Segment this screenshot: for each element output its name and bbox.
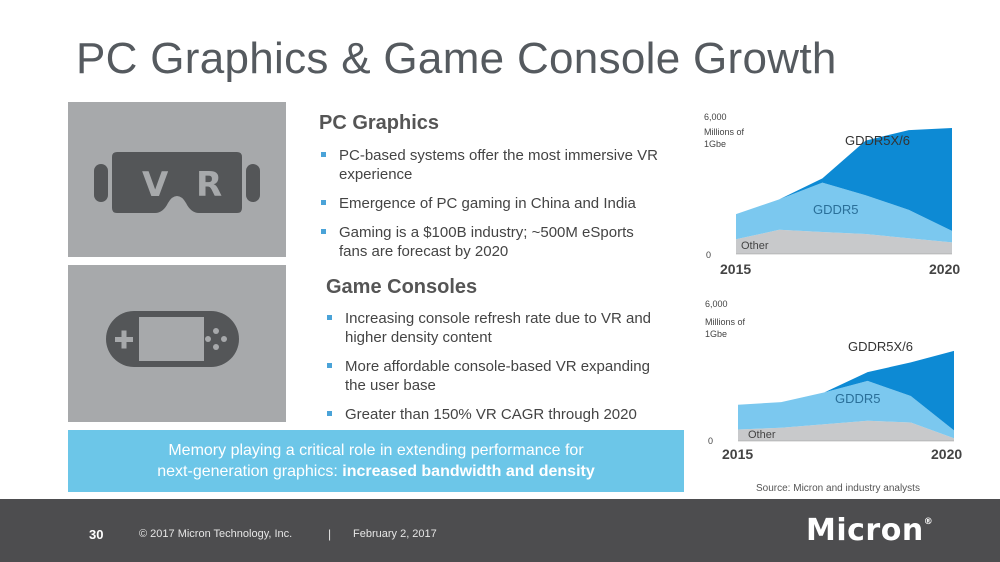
area-series-gddr5	[738, 380, 954, 439]
series-label-gddr5x6: GDDR5X/6	[848, 339, 913, 354]
y-axis-label-line-2: 1Gbe	[704, 139, 726, 149]
logo-text: Micron	[806, 513, 924, 548]
area-series-gddr5x-6	[738, 350, 954, 431]
y-axis-label-line-1: Millions of	[705, 317, 746, 327]
game-consoles-bullets: Increasing console refresh rate due to V…	[325, 309, 670, 434]
game-consoles-heading: Game Consoles	[326, 276, 478, 298]
footer-separator: |	[328, 527, 332, 541]
micron-logo: Micron®	[806, 513, 933, 548]
series-label-gddr5: GDDR5	[835, 391, 881, 406]
vr-headset-tile: V R	[68, 102, 286, 257]
list-item: Gaming is a $100B industry; ~500M eSport…	[319, 223, 659, 261]
vr-letter-r: R	[196, 165, 222, 205]
y-min-label: 0	[706, 250, 711, 260]
banner-line-2-text: next-generation graphics:	[157, 463, 343, 480]
memory-banner: Memory playing a critical role in extend…	[68, 430, 684, 492]
list-item: Greater than 150% VR CAGR through 2020	[325, 405, 670, 424]
y-min-label: 0	[708, 436, 713, 446]
game-console-memory-chart: 6,000 Millions of 1Gbe 0 2015 2020 Other…	[705, 299, 962, 462]
list-item: More affordable console-based VR expandi…	[325, 357, 670, 395]
list-item: Emergence of PC gaming in China and Indi…	[319, 194, 659, 213]
series-label-other: Other	[741, 240, 769, 252]
x-tick-label-end: 2020	[929, 261, 960, 277]
source-note: Source: Micron and industry analysts	[756, 483, 920, 494]
pc-graphics-heading: PC Graphics	[319, 112, 440, 134]
banner-line-1: Memory playing a critical role in extend…	[168, 442, 584, 459]
y-max-label: 6,000	[705, 299, 728, 309]
vr-letter-v: V	[142, 165, 169, 205]
y-axis-label-line-2: 1Gbe	[705, 329, 727, 339]
copyright: © 2017 Micron Technology, Inc.	[139, 528, 293, 540]
y-axis-label-line-1: Millions of	[704, 127, 745, 137]
series-label-gddr5: GDDR5	[813, 202, 859, 217]
x-tick-label-end: 2020	[931, 446, 962, 462]
banner-line-2-emphasis: increased bandwidth and density	[342, 463, 595, 480]
area-series-other	[738, 420, 954, 441]
chart-areas	[738, 350, 954, 441]
y-max-label: 6,000	[704, 112, 727, 122]
list-item: Increasing console refresh rate due to V…	[325, 309, 670, 347]
chart-areas	[736, 128, 952, 254]
banner-line-2: next-generation graphics: increased band…	[68, 461, 684, 482]
vr-headset-icon: V R	[94, 152, 260, 213]
handheld-console-icon	[106, 311, 239, 367]
area-series-other	[736, 229, 952, 254]
slide-title: PC Graphics & Game Console Growth	[76, 34, 837, 83]
pc-graphics-bullets: PC-based systems offer the most immersiv…	[319, 146, 659, 271]
registered-mark: ®	[923, 517, 934, 527]
series-label-gddr5x6: GDDR5X/6	[845, 133, 910, 148]
pc-graphics-memory-chart: 6,000 Millions of 1Gbe 0 2015 2020 Other…	[704, 112, 960, 277]
footer-bar: 30 © 2017 Micron Technology, Inc. | Febr…	[0, 499, 1000, 562]
x-tick-label-start: 2015	[722, 446, 753, 462]
presentation-date: February 2, 2017	[353, 528, 437, 540]
series-label-other: Other	[748, 429, 776, 441]
list-item: PC-based systems offer the most immersiv…	[319, 146, 659, 184]
page-number: 30	[89, 527, 104, 542]
area-series-gddr5x-6	[736, 128, 952, 231]
area-series-gddr5	[736, 182, 952, 243]
x-tick-label-start: 2015	[720, 261, 751, 277]
game-console-tile	[68, 265, 286, 422]
